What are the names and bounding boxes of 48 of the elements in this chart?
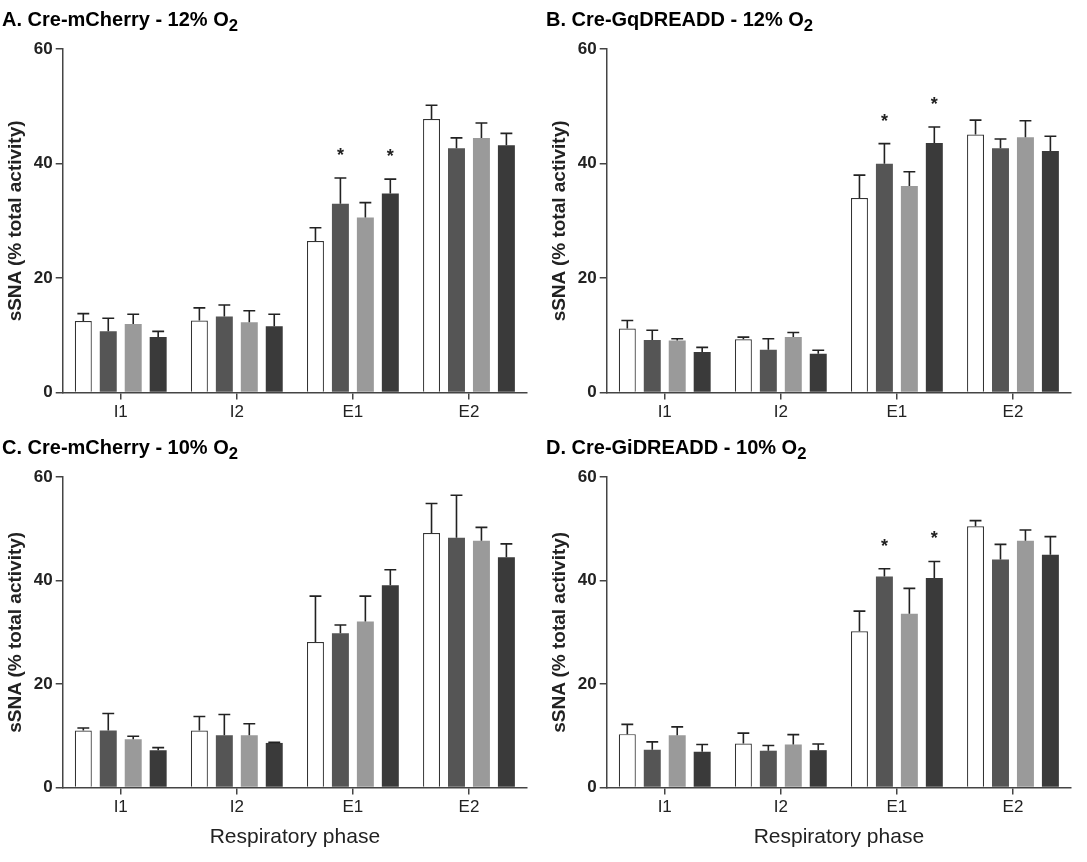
y-axis-title: sSNA (% total activity) [3, 531, 25, 733]
chart-title: A. Cre-mCherry - 12% O$_{2}$ [2, 8, 239, 36]
x-tick-label: I1 [113, 402, 128, 422]
x-tick-label: E1 [886, 402, 908, 422]
x-tick-label: E2 [458, 797, 480, 817]
chart-title: C. Cre-mCherry - 10% O$_{2}$ [2, 436, 239, 464]
y-tick-label: 0 [587, 777, 597, 797]
x-tick-label: E2 [1002, 402, 1024, 422]
y-tick-label: 20 [577, 267, 597, 287]
y-tick-label: 40 [577, 570, 597, 590]
y-tick-label: 20 [33, 673, 53, 693]
y-axis-title: sSNA (% total activity) [547, 120, 569, 322]
annotation: * [880, 110, 888, 131]
y-tick-label: 60 [33, 38, 53, 58]
y-tick-label: 20 [33, 267, 53, 287]
x-tick-label: E2 [458, 402, 480, 422]
annotation: * [386, 146, 394, 167]
x-tick-label: I1 [657, 402, 672, 422]
y-tick-label: 0 [587, 382, 597, 402]
x-tick-label: E1 [886, 797, 908, 817]
y-tick-label: 40 [33, 153, 53, 173]
x-tick-label: I2 [229, 402, 244, 422]
x-tick-label: I1 [113, 797, 128, 817]
y-tick-label: 20 [577, 673, 597, 693]
annotation: * [930, 94, 938, 115]
x-axis-title: Respiratory phase [753, 824, 925, 848]
y-tick-label: 0 [43, 382, 53, 402]
y-tick-label: 40 [577, 153, 597, 173]
y-tick-label: 60 [577, 38, 597, 58]
y-axis-title: sSNA (% total activity) [3, 120, 25, 322]
x-axis-title: Respiratory phase [209, 824, 381, 848]
x-tick-label: I2 [773, 402, 788, 422]
y-axis-title: sSNA (% total activity) [547, 531, 569, 733]
chart-title: D. Cre-GiDREADD - 10% O$_{2}$ [546, 436, 808, 464]
x-tick-label: I2 [773, 797, 788, 817]
x-tick-label: E1 [342, 797, 364, 817]
y-tick-label: 60 [33, 466, 53, 486]
annotation: * [880, 535, 888, 556]
annotation: * [336, 144, 344, 165]
x-tick-label: I1 [657, 797, 672, 817]
y-tick-label: 40 [33, 570, 53, 590]
x-tick-label: E1 [342, 402, 364, 422]
y-tick-label: 60 [577, 466, 597, 486]
x-tick-label: I2 [229, 797, 244, 817]
chart-title: B. Cre-GqDREADD - 12% O$_{2}$ [546, 8, 815, 36]
x-tick-label: E2 [1002, 797, 1024, 817]
annotation: * [930, 528, 938, 549]
y-tick-label: 0 [43, 777, 53, 797]
